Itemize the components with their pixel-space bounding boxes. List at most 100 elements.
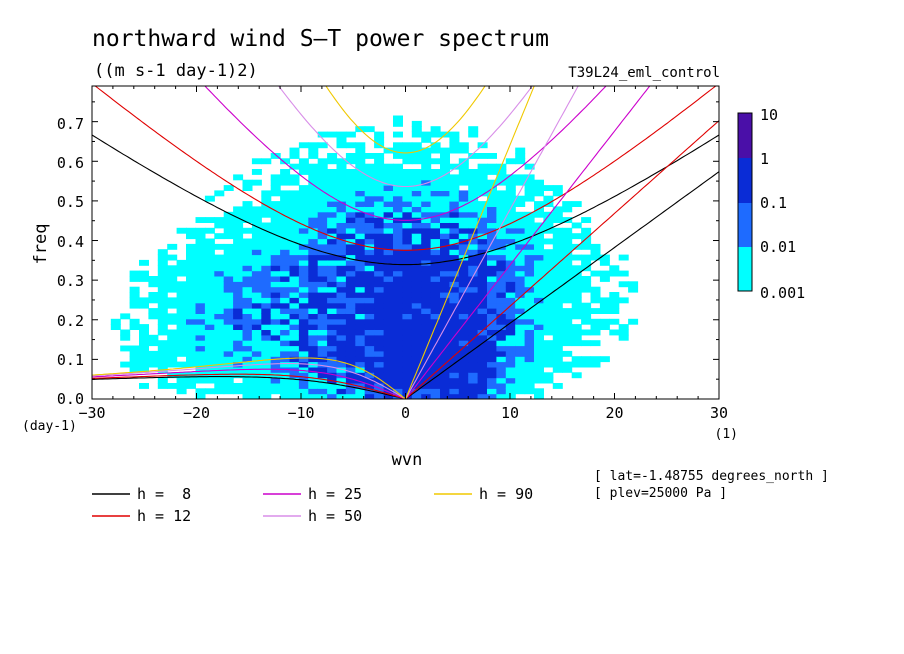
power-cell bbox=[393, 329, 403, 336]
power-cell bbox=[317, 142, 328, 149]
power-cell bbox=[449, 201, 460, 207]
power-cell bbox=[214, 217, 225, 223]
power-cell bbox=[393, 120, 403, 127]
power-cell bbox=[421, 185, 432, 191]
power-cell bbox=[289, 308, 300, 314]
power-cell bbox=[468, 206, 479, 213]
power-cell bbox=[562, 361, 573, 368]
power-cell bbox=[336, 393, 347, 399]
power-cell bbox=[242, 185, 253, 191]
power-cell bbox=[543, 361, 554, 368]
y-tick-label: 0.7 bbox=[57, 115, 84, 133]
power-cell bbox=[374, 254, 385, 261]
power-cell bbox=[317, 163, 328, 170]
power-cell bbox=[261, 233, 272, 240]
power-cell bbox=[440, 249, 450, 256]
power-cell bbox=[308, 169, 319, 175]
power-cell bbox=[581, 217, 592, 223]
power-cell bbox=[449, 131, 460, 138]
power-cell bbox=[336, 201, 347, 207]
power-cell bbox=[599, 276, 610, 282]
power-cell bbox=[223, 281, 234, 288]
power-cell bbox=[242, 356, 253, 363]
power-cell bbox=[157, 302, 168, 309]
power-cell bbox=[317, 227, 328, 234]
power-cell bbox=[477, 393, 488, 399]
legend-label: h = 50 bbox=[308, 507, 362, 525]
power-cell bbox=[402, 201, 413, 207]
power-cell bbox=[233, 297, 244, 304]
power-cell bbox=[562, 206, 573, 213]
power-cell bbox=[289, 281, 300, 288]
power-cell bbox=[411, 356, 422, 363]
power-cell bbox=[552, 340, 563, 347]
power-cell bbox=[298, 190, 309, 197]
power-cell bbox=[110, 318, 121, 325]
power-cell bbox=[534, 292, 544, 298]
power-cell bbox=[534, 350, 544, 357]
power-cell bbox=[129, 318, 140, 325]
power-cell bbox=[618, 270, 629, 277]
power-cell bbox=[327, 313, 338, 320]
power-cell bbox=[505, 334, 516, 341]
power-cell bbox=[609, 318, 620, 325]
power-cell bbox=[515, 265, 526, 272]
power-cell bbox=[336, 329, 347, 336]
power-cell bbox=[214, 286, 225, 293]
power-cell bbox=[383, 361, 394, 368]
power-cell bbox=[374, 233, 385, 240]
power-cell bbox=[571, 308, 582, 314]
power-cell bbox=[308, 254, 319, 261]
legend-item-h25: h = 25 bbox=[263, 485, 362, 503]
power-cell bbox=[515, 366, 526, 373]
power-cell bbox=[496, 195, 507, 202]
power-cell bbox=[440, 372, 450, 379]
power-cell bbox=[327, 185, 338, 191]
power-cell bbox=[383, 345, 394, 352]
power-cell bbox=[374, 350, 385, 357]
power-cell bbox=[524, 340, 535, 347]
power-cell bbox=[345, 179, 356, 186]
power-cell bbox=[374, 153, 385, 159]
power-cell bbox=[440, 243, 450, 250]
power-cell bbox=[186, 302, 196, 309]
power-cell bbox=[195, 286, 206, 293]
power-cell bbox=[214, 377, 225, 384]
power-cell bbox=[458, 350, 469, 357]
power-cell bbox=[487, 270, 497, 277]
power-cell bbox=[618, 329, 629, 336]
power-cell bbox=[280, 334, 291, 341]
power-cell bbox=[571, 372, 582, 379]
power-cell bbox=[345, 217, 356, 223]
power-cell bbox=[449, 393, 460, 399]
power-cell bbox=[233, 254, 244, 261]
power-cell bbox=[402, 361, 413, 368]
power-cell bbox=[383, 324, 394, 330]
power-cell bbox=[440, 388, 450, 395]
power-cell bbox=[308, 366, 319, 373]
power-cell bbox=[317, 297, 328, 304]
power-cell bbox=[345, 334, 356, 341]
power-cell bbox=[552, 350, 563, 357]
power-cell bbox=[590, 254, 601, 261]
power-cell bbox=[261, 195, 272, 202]
power-cell bbox=[515, 388, 526, 395]
power-cell bbox=[430, 238, 441, 245]
power-cell bbox=[458, 292, 469, 298]
power-cell bbox=[458, 265, 469, 272]
power-cell bbox=[393, 388, 403, 395]
power-cell bbox=[505, 329, 516, 336]
x-tick-label: 20 bbox=[605, 404, 623, 422]
power-cell bbox=[251, 356, 262, 363]
power-cell bbox=[355, 185, 366, 191]
power-cell bbox=[374, 227, 385, 234]
power-cell bbox=[515, 350, 526, 357]
power-cell bbox=[336, 313, 347, 320]
power-cell bbox=[223, 270, 234, 277]
power-cell bbox=[505, 270, 516, 277]
power-cell bbox=[468, 286, 479, 293]
power-cell bbox=[214, 270, 225, 277]
power-cell bbox=[421, 190, 432, 197]
power-cell bbox=[195, 393, 206, 399]
power-cell bbox=[327, 393, 338, 399]
